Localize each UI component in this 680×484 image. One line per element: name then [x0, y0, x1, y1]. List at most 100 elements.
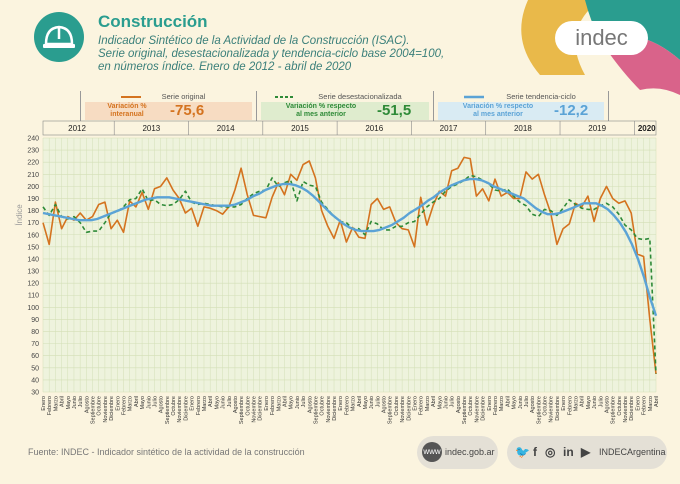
- youtube-icon[interactable]: ▶: [581, 445, 591, 459]
- y-tick-label: 170: [27, 220, 39, 227]
- instagram-icon[interactable]: ◎: [545, 445, 556, 459]
- year-band: [42, 120, 657, 136]
- website-link[interactable]: indec.gob.ar: [445, 447, 495, 457]
- x-tick-label: Febrero: [567, 396, 573, 415]
- x-tick-label: Marzo: [425, 396, 431, 411]
- x-tick-label: Julio: [375, 396, 381, 407]
- year-label: 2012: [68, 124, 86, 133]
- x-tick-label: Enero: [41, 396, 47, 411]
- x-tick-label: Enero: [561, 396, 567, 411]
- subtitle-line-1: Indicador Sintético de la Actividad de l…: [98, 35, 410, 47]
- source-note: Fuente: INDEC - Indicador sintético de l…: [28, 447, 305, 457]
- x-tick-label: Abril: [431, 396, 437, 407]
- linkedin-icon[interactable]: in: [563, 445, 574, 459]
- x-tick-label: Octubre: [617, 396, 623, 416]
- y-tick-label: 210: [27, 172, 39, 179]
- x-tick-label: Septiembre: [91, 396, 97, 424]
- x-tick-label: Junio: [443, 396, 449, 409]
- page-title: Construcción: [98, 12, 208, 31]
- x-tick-label: Agosto: [604, 396, 610, 413]
- x-tick-label: Mayo: [214, 396, 220, 409]
- x-tick-label: Agosto: [530, 396, 536, 413]
- year-label: 2014: [217, 124, 235, 133]
- y-tick-label: 60: [31, 353, 39, 360]
- x-tick-label: Marzo: [276, 396, 282, 411]
- x-tick-label: Junio: [146, 396, 152, 409]
- x-tick-label: Abril: [282, 396, 288, 407]
- x-tick-label: Septiembre: [611, 396, 617, 424]
- x-tick-label: Marzo: [53, 396, 59, 411]
- x-tick-label: Noviembre: [623, 396, 629, 423]
- x-tick-label: Junio: [518, 396, 524, 409]
- y-tick-label: 90: [31, 317, 39, 324]
- legend-desest-name: Serie desestacionalizada: [318, 92, 402, 101]
- x-tick-label: Julio: [524, 396, 530, 407]
- website-pill[interactable]: www indec.gob.ar: [417, 436, 498, 469]
- y-tick-label: 240: [27, 136, 39, 143]
- social-handle: INDECArgentina: [599, 447, 666, 457]
- x-tick-label: Junio: [221, 396, 227, 409]
- x-tick-label: Abril: [654, 396, 660, 407]
- twitter-icon[interactable]: 🐦: [515, 445, 530, 459]
- year-label: 2019: [588, 124, 606, 133]
- x-tick-label: Diciembre: [629, 396, 635, 421]
- x-tick-label: Julio: [450, 396, 456, 407]
- isac-line-chart: 30 40 50 60 70 80 90 100 110 120 130 140 150 160 170 18…: [15, 120, 660, 424]
- x-tick-label: Junio: [369, 396, 375, 409]
- legend-tendencia-name: Serie tendencia-ciclo: [506, 92, 576, 101]
- y-tick-label: 40: [31, 377, 39, 384]
- x-tick-label: Diciembre: [332, 396, 338, 421]
- x-tick-label: Marzo: [648, 396, 654, 411]
- x-tick-label: Noviembre: [549, 396, 555, 423]
- y-tick-label: 80: [31, 329, 39, 336]
- x-tick-label: Febrero: [270, 396, 276, 415]
- x-tick-label: Junio: [72, 396, 78, 409]
- x-tick-label: Febrero: [642, 396, 648, 415]
- x-tick-label: Febrero: [344, 396, 350, 415]
- year-label: 2020: [638, 124, 656, 133]
- x-tick-label: Noviembre: [400, 396, 406, 423]
- facebook-icon[interactable]: f: [533, 445, 537, 459]
- legend-desest-label: Variación % respecto al mes anterior: [285, 103, 357, 118]
- x-tick-label: Abril: [580, 396, 586, 407]
- legend-desest: Serie desestacionalizada Variación % res…: [256, 91, 433, 121]
- x-tick-label: Septiembre: [165, 396, 171, 424]
- x-tick-label: Agosto: [84, 396, 90, 413]
- x-tick-label: Mayo: [363, 396, 369, 409]
- plot-area: [43, 138, 656, 392]
- legend-original-label: Variación % interanual: [107, 103, 147, 118]
- year-label: 2013: [142, 124, 160, 133]
- x-tick-label: Enero: [413, 396, 419, 411]
- x-tick-label: Febrero: [121, 396, 127, 415]
- x-tick-label: Febrero: [493, 396, 499, 415]
- x-tick-label: Marzo: [128, 396, 134, 411]
- legend-desest-box: Variación % respecto al mes anterior -51,…: [261, 102, 429, 120]
- social-pill: 🐦 f ◎ in ▶ INDECArgentina: [507, 436, 667, 469]
- legend-tendencia-box: Variación % respecto al mes anterior -12,…: [438, 102, 604, 120]
- legend-tendencia-value: -12,2: [554, 102, 589, 119]
- x-tick-label: Enero: [338, 396, 344, 411]
- x-tick-label: Octubre: [245, 396, 251, 416]
- x-tick-label: Septiembre: [239, 396, 245, 424]
- legend-original-value: -75,6: [170, 102, 205, 119]
- x-tick-label: Enero: [487, 396, 493, 411]
- legend-original-name: Serie original: [161, 92, 206, 101]
- x-tick-label: Mayo: [437, 396, 443, 409]
- x-tick-label: Julio: [598, 396, 604, 407]
- x-tick-label: Octubre: [171, 396, 177, 416]
- legend-tendencia: Serie tendencia-ciclo Variación % respec…: [433, 91, 609, 121]
- y-tick-label: 230: [27, 148, 39, 155]
- x-tick-label: Marzo: [351, 396, 357, 411]
- indec-logo: indec: [555, 21, 648, 55]
- x-tick-label: Diciembre: [481, 396, 487, 421]
- x-tick-label: Agosto: [456, 396, 462, 413]
- x-tick-label: Diciembre: [258, 396, 264, 421]
- subtitle-line-3: en números índice. Enero de 2012 - abril…: [98, 61, 352, 73]
- x-tick-label: Mayo: [586, 396, 592, 409]
- x-tick-label: Diciembre: [406, 396, 412, 421]
- y-tick-label: 150: [27, 244, 39, 251]
- x-tick-label: Marzo: [499, 396, 505, 411]
- x-tick-label: Agosto: [307, 396, 313, 413]
- x-tick-label: Mayo: [66, 396, 72, 409]
- year-label: 2017: [440, 124, 458, 133]
